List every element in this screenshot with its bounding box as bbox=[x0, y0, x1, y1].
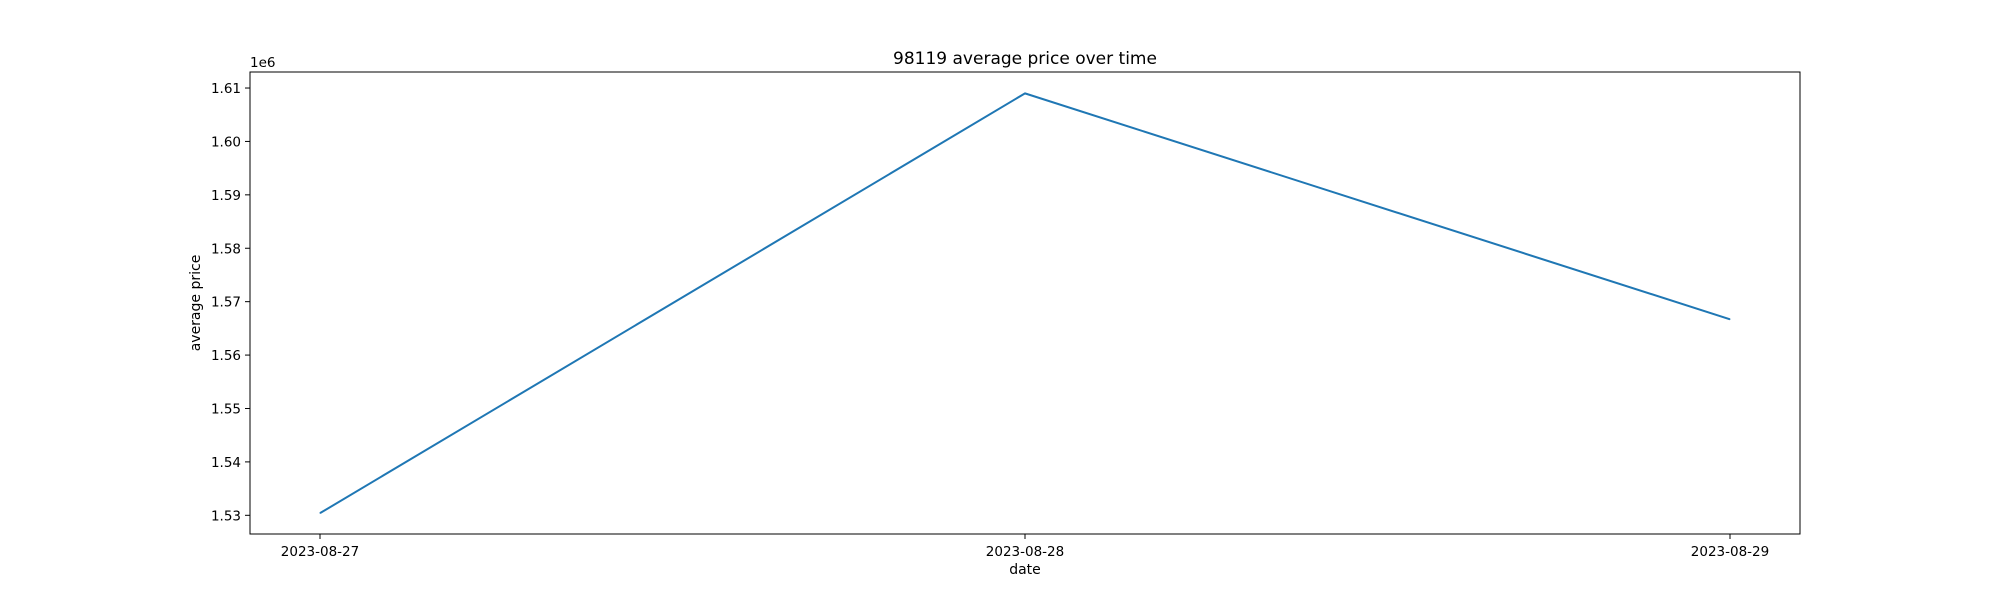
x-axis: 2023-08-27 2023-08-28 2023-08-29 bbox=[281, 534, 1769, 560]
plot-area-frame bbox=[249, 71, 1801, 535]
y-tick-label: 1.61 bbox=[211, 81, 241, 97]
y-tick-label: 1.60 bbox=[211, 134, 241, 150]
y-tick-label: 1.55 bbox=[211, 401, 241, 417]
y-tick-label: 1.58 bbox=[211, 241, 241, 257]
y-tick-label: 1.59 bbox=[211, 188, 241, 204]
data-point bbox=[319, 512, 321, 514]
x-tick-label: 2023-08-27 bbox=[281, 544, 359, 560]
x-tick-label: 2023-08-28 bbox=[986, 544, 1064, 560]
data-point bbox=[1024, 92, 1026, 94]
y-tick-label: 1.54 bbox=[211, 455, 241, 471]
data-point bbox=[1729, 318, 1731, 320]
y-axis: 1.53 1.54 1.55 1.56 1.57 1.58 1.59 1.60 1.61 bbox=[211, 81, 250, 524]
y-offset-text: 1e6 bbox=[250, 55, 275, 71]
y-axis-label: average price bbox=[188, 255, 204, 352]
x-tick-label: 2023-08-29 bbox=[1691, 544, 1769, 560]
y-tick-label: 1.53 bbox=[211, 508, 241, 524]
series-line bbox=[319, 92, 1731, 515]
chart-title: 98119 average price over time bbox=[893, 49, 1157, 69]
x-axis-label: date bbox=[1009, 562, 1041, 578]
series-layer bbox=[319, 92, 1731, 515]
y-tick-label: 1.57 bbox=[211, 295, 241, 311]
y-tick-label: 1.56 bbox=[211, 348, 241, 364]
